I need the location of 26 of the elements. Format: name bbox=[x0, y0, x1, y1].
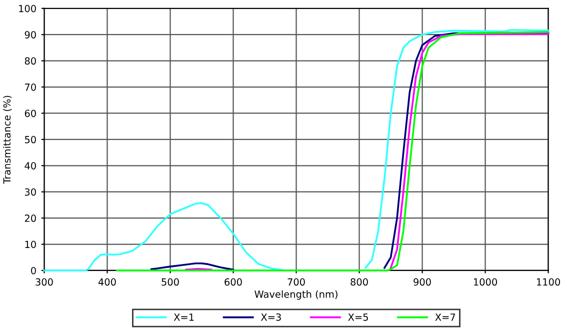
x-tick-label: 800 bbox=[350, 278, 368, 286]
x-tick-label: 900 bbox=[414, 278, 431, 286]
legend-label: X=7 bbox=[435, 314, 456, 321]
y-tick-label: 20 bbox=[24, 214, 36, 222]
y-tick-label: 10 bbox=[25, 240, 36, 248]
y-tick-label: 100 bbox=[19, 4, 36, 12]
y-tick-label: 40 bbox=[24, 162, 36, 170]
x-tick-label: 600 bbox=[224, 278, 242, 286]
legend-label: X=3 bbox=[260, 313, 281, 321]
y-axis-title: Transmittance (%) bbox=[3, 96, 12, 184]
x-tick-label: 500 bbox=[162, 278, 179, 286]
x-axis-title: Wavelength (nm) bbox=[254, 290, 338, 300]
x-tick-label: 300 bbox=[36, 278, 53, 286]
legend-label: X=5 bbox=[348, 314, 368, 321]
y-tick-label: 90 bbox=[24, 31, 36, 38]
x-tick-label: 700 bbox=[288, 278, 305, 286]
y-tick-label: 80 bbox=[24, 57, 36, 65]
y-tick-label: 70 bbox=[25, 84, 36, 91]
x-tick-label: 1100 bbox=[536, 278, 560, 286]
y-tick-label: 60 bbox=[24, 110, 36, 118]
y-tick-label: 0 bbox=[31, 266, 36, 274]
y-tick-label: 30 bbox=[24, 188, 36, 196]
x-tick-label: 400 bbox=[98, 278, 116, 286]
y-tick-label: 50 bbox=[24, 136, 36, 144]
legend-label: X=1 bbox=[174, 314, 194, 321]
x-tick-label: 1000 bbox=[474, 278, 498, 286]
